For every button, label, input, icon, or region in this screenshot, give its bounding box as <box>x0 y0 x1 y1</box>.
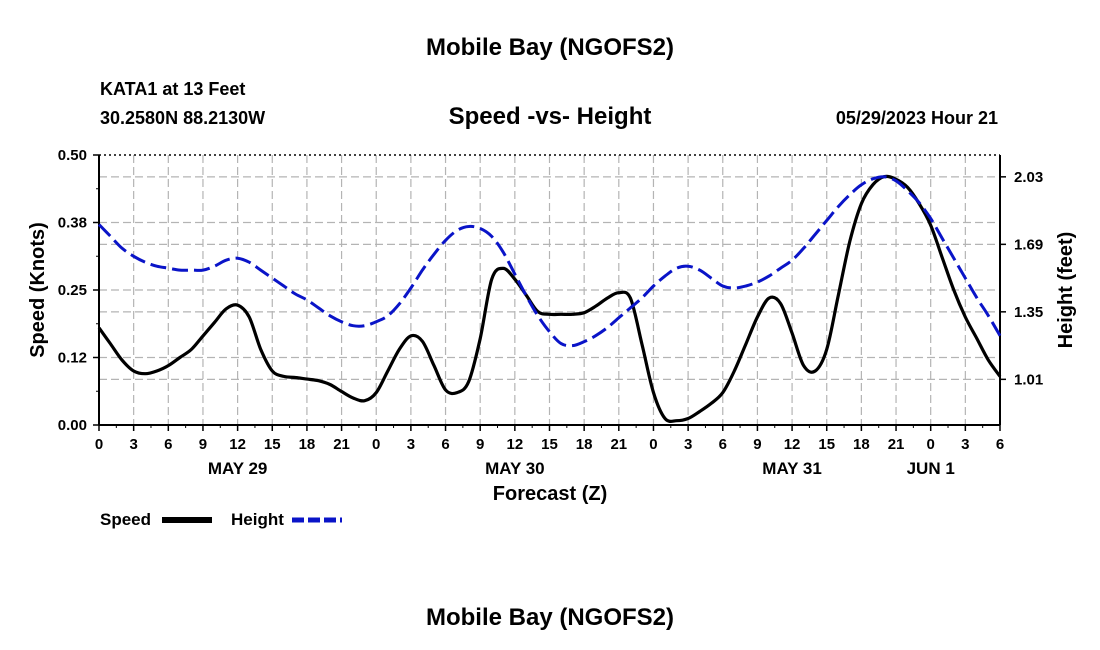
y2-tick-label: 2.03 <box>1014 169 1043 186</box>
x-tick-label: 12 <box>229 436 246 453</box>
x-tick-label: 9 <box>199 436 207 453</box>
chart-title: Speed -vs- Height <box>449 103 652 130</box>
legend-height-label: Height <box>231 510 284 529</box>
x-tick-label: 3 <box>407 436 415 453</box>
x-day-label: MAY 29 <box>208 459 268 478</box>
x-day-label: JUN 1 <box>907 459 955 478</box>
x-tick-label: 6 <box>719 436 727 453</box>
x-tick-label: 9 <box>476 436 484 453</box>
x-tick-label: 0 <box>649 436 657 453</box>
footer-title: Mobile Bay (NGOFS2) <box>426 604 674 631</box>
x-tick-label: 0 <box>95 436 103 453</box>
x-tick-label: 3 <box>684 436 692 453</box>
grid-lines <box>99 155 1000 425</box>
x-day-label: MAY 30 <box>485 459 545 478</box>
x-tick-label: 18 <box>576 436 593 453</box>
datetime-label: 05/29/2023 Hour 21 <box>836 108 998 128</box>
x-tick-label: 6 <box>996 436 1004 453</box>
y2-tick-label: 1.01 <box>1014 371 1043 388</box>
x-tick-label: 3 <box>961 436 969 453</box>
legend-speed-label: Speed <box>100 510 151 529</box>
x-tick-label: 9 <box>753 436 761 453</box>
x-tick-label: 12 <box>507 436 524 453</box>
x-tick-label: 21 <box>610 436 627 453</box>
x-tick-label: 6 <box>164 436 172 453</box>
x-day-label: MAY 31 <box>762 459 822 478</box>
y-tick-label: 0.50 <box>58 147 87 164</box>
x-tick-label: 0 <box>927 436 935 453</box>
x-tick-label: 21 <box>333 436 350 453</box>
y-tick-label: 0.25 <box>58 282 87 299</box>
y-tick-label: 0.12 <box>58 350 87 367</box>
x-tick-label: 15 <box>541 436 558 453</box>
y2-axis-label: Height (feet) <box>1055 232 1077 349</box>
axis-ticks: 0 3 6 9 12 15 18 21 0 3 6 9 12 15 18 21 0 3 6 9 12 15 18 21 0 3 6 M… <box>58 147 1043 478</box>
station-label: KATA1 at 13 Feet <box>100 79 245 99</box>
y2-tick-label: 1.35 <box>1014 304 1043 321</box>
main-title: Mobile Bay (NGOFS2) <box>426 34 674 61</box>
x-tick-label: 12 <box>784 436 801 453</box>
series-speed-line <box>97 174 1002 423</box>
x-tick-label: 18 <box>853 436 870 453</box>
legend: Speed Height <box>100 510 342 529</box>
x-tick-label: 21 <box>888 436 905 453</box>
coords-label: 30.2580N 88.2130W <box>100 108 265 128</box>
x-axis-label: Forecast (Z) <box>493 483 607 505</box>
x-tick-label: 18 <box>299 436 316 453</box>
x-tick-label: 6 <box>441 436 449 453</box>
y-tick-label: 0.00 <box>58 417 87 434</box>
y-tick-label: 0.38 <box>58 215 87 232</box>
x-tick-label: 15 <box>818 436 835 453</box>
x-tick-label: 0 <box>372 436 380 453</box>
y-axis-label: Speed (Knots) <box>27 222 49 358</box>
x-tick-label: 3 <box>129 436 137 453</box>
x-tick-label: 15 <box>264 436 281 453</box>
series-lines <box>97 174 1002 423</box>
series-height-line <box>97 175 1002 348</box>
y2-tick-label: 1.69 <box>1014 236 1043 253</box>
